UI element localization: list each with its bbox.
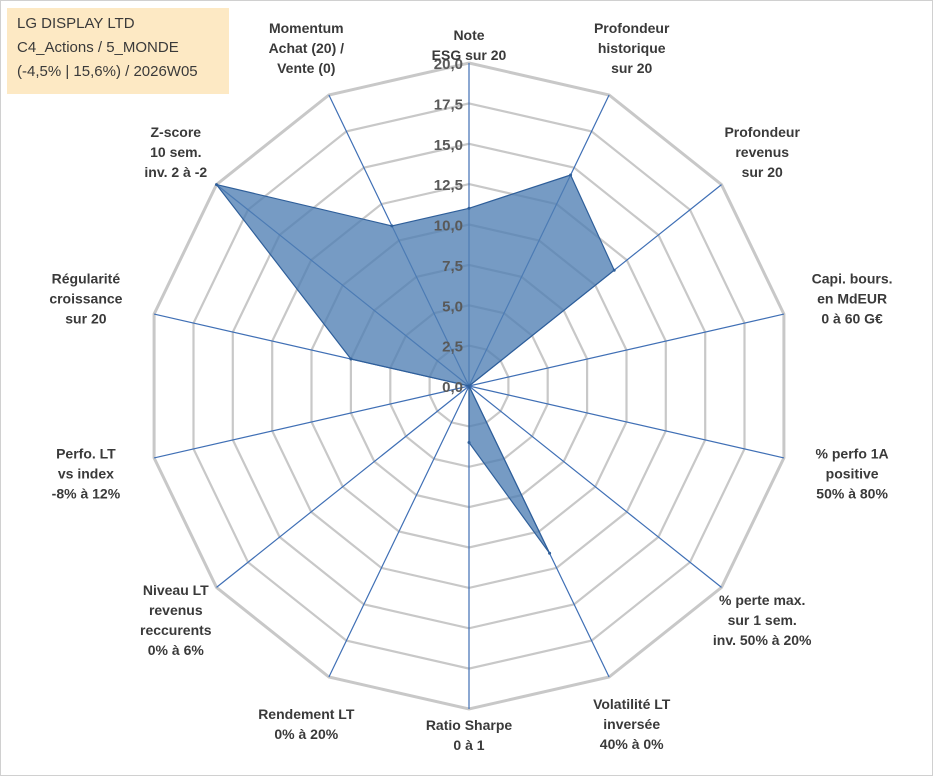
axis-label-line: sur 20	[742, 164, 783, 180]
axis-label-line: Rendement LT	[258, 706, 355, 722]
axis-label: Note ESG sur 20	[432, 27, 507, 63]
axis-label: Ratio Sharpe 0 à 1	[426, 717, 513, 753]
axis-label: Volatilité LT inversée 40% à 0%	[593, 696, 671, 752]
axis-label-line: Volatilité LT	[593, 696, 671, 712]
data-point	[215, 183, 218, 187]
axis-spoke	[153, 385, 470, 459]
axis-label: Perfo. LT vs index -8% à 12%	[52, 446, 121, 502]
data-point	[467, 441, 471, 444]
tick-label: 2,5	[442, 339, 463, 356]
axis-label-line: % perfo 1A	[816, 446, 889, 462]
axis-label: % perte max. sur 1 sem. inv. 50% à 20%	[713, 592, 812, 648]
tick-label: 12,5	[434, 177, 463, 194]
axis-label-line: inv. 50% à 20%	[713, 632, 812, 648]
data-point	[349, 357, 353, 361]
axis-label-line: revenus	[735, 144, 789, 160]
axis-label-line: 0% à 6%	[148, 642, 205, 658]
axis-label-line: positive	[826, 466, 879, 482]
axis-label: Z-score 10 sem. inv. 2 à -2	[144, 124, 207, 180]
data-point	[467, 206, 471, 210]
axis-label-line: 50% à 80%	[816, 486, 888, 502]
axis-label-line: Niveau LT	[143, 582, 209, 598]
axis-label: Capi. bours. en MdEUR 0 à 60 G€	[812, 271, 893, 327]
axis-label-line: sur 20	[611, 60, 652, 76]
axis-spoke	[216, 385, 470, 588]
axis-label-line: Régularité	[52, 271, 121, 287]
axis-label-line: Perfo. LT	[56, 446, 116, 462]
axis-label: Niveau LT revenus reccurents 0% à 6%	[140, 582, 212, 658]
axis-label-line: reccurents	[140, 622, 212, 638]
axis-label-line: Capi. bours.	[812, 271, 893, 287]
axis-labels: Note ESG sur 20 Profondeur historique sur 20…	[49, 20, 892, 753]
axis-label: Rendement LT 0% à 20%	[258, 706, 355, 742]
radial-tick-labels: 0,0 2,5 5,0 7,5 10,0 12,5 15,0 17,5 20,0	[434, 56, 463, 396]
data-point	[467, 384, 471, 388]
axis-label-line: 10 sem.	[150, 144, 201, 160]
tick-label: 20,0	[434, 56, 463, 73]
axis-spoke	[468, 385, 722, 588]
data-series	[215, 173, 616, 555]
tick-label: 0,0	[442, 379, 463, 396]
axis-label-line: sur 1 sem.	[728, 612, 797, 628]
tick-label: 17,5	[434, 96, 463, 113]
axis-label-line: -8% à 12%	[52, 486, 121, 502]
data-point	[569, 173, 573, 177]
axis-label-line: Ratio Sharpe	[426, 717, 513, 733]
axis-label-line: Vente (0)	[277, 60, 335, 76]
tick-label: 5,0	[442, 298, 463, 315]
data-point	[390, 224, 394, 228]
axis-label-line: 40% à 0%	[600, 736, 664, 752]
range-week-label: (-4,5% | 15,6%) / 2026W05	[17, 63, 198, 80]
axis-label-line: croissance	[49, 291, 122, 307]
axis-spoke	[328, 385, 470, 678]
axis-label-line: en MdEUR	[817, 291, 887, 307]
axis-label: % perfo 1A positive 50% à 80%	[816, 446, 889, 502]
axis-label-line: ESG sur 20	[432, 47, 507, 63]
category-label: C4_Actions / 5_MONDE	[17, 39, 179, 56]
info-box: LG DISPLAY LTD C4_Actions / 5_MONDE (-4,…	[7, 8, 229, 94]
axis-label-line: vs index	[58, 466, 114, 482]
axis-label-line: 0 à 60 G€	[821, 311, 883, 327]
axis-label-line: Note	[453, 27, 484, 43]
axis-label: Profondeur revenus sur 20	[724, 124, 800, 180]
axis-label-line: historique	[598, 40, 666, 56]
axis-label-line: % perte max.	[719, 592, 805, 608]
axis-label: Profondeur historique sur 20	[594, 20, 670, 76]
tick-label: 10,0	[434, 218, 463, 235]
axis-label-line: Profondeur	[724, 124, 800, 140]
axis-label-line: revenus	[149, 602, 203, 618]
axis-spoke	[468, 385, 785, 459]
tick-label: 7,5	[442, 258, 463, 275]
axis-spoke	[468, 313, 785, 387]
axis-label: Momentum Achat (20) / Vente (0)	[269, 20, 345, 76]
axis-label-line: Momentum	[269, 20, 344, 36]
data-point	[612, 268, 616, 272]
axis-label-line: Z-score	[151, 124, 202, 140]
axis-label: Régularité croissance sur 20	[49, 271, 122, 327]
axis-label-line: Profondeur	[594, 20, 670, 36]
axis-label-line: sur 20	[65, 311, 106, 327]
axis-label-line: Achat (20) /	[269, 40, 345, 56]
axis-label-line: 0 à 1	[453, 737, 484, 753]
data-point	[548, 551, 552, 555]
axis-label-line: 0% à 20%	[274, 726, 338, 742]
axis-label-line: inv. 2 à -2	[144, 164, 207, 180]
tick-label: 15,0	[434, 137, 463, 154]
axis-label-line: inversée	[603, 716, 660, 732]
company-name: LG DISPLAY LTD	[17, 15, 135, 32]
